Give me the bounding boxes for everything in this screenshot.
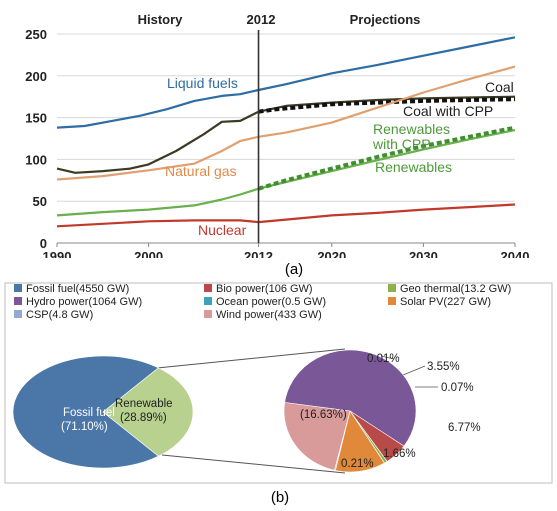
label-renewables-with-cpp-line1: Renewables	[373, 121, 450, 137]
legend-label: Hydro power(1064 GW)	[26, 296, 142, 308]
legend-label: Geo thermal(13.2 GW)	[400, 283, 511, 295]
legend-swatch	[204, 310, 212, 318]
series-renewables-with-cpp	[257, 125, 516, 191]
pie-legend: Fossil fuel(4550 GW) Bio power(106 GW) Geo…	[14, 283, 511, 321]
series-coal-with-cpp	[258, 97, 516, 114]
slice-label-ocean: 0.01%	[367, 353, 400, 365]
caption-b: (b)	[271, 489, 289, 506]
slice-label-fossil-fuel-pct: (71.10%)	[61, 421, 108, 433]
main-slice-fossil-fuel	[12, 355, 159, 469]
connector-top	[156, 348, 346, 369]
legend-swatch	[14, 297, 22, 305]
x-tick-labels: 1990 2000 2012 2020 2030 2040	[43, 249, 530, 258]
slice-label-csp: 0.07%	[441, 382, 474, 394]
renewable-pie	[283, 349, 417, 473]
legend-swatch	[204, 284, 212, 292]
history-label: History	[138, 12, 184, 27]
leader-ocean	[380, 355, 395, 360]
legend-swatch	[204, 297, 212, 305]
x-tick-label: 2000	[134, 249, 163, 258]
slice-label-renewable-pct: (28.89%)	[120, 412, 167, 424]
label-natural-gas: Natural gas	[165, 163, 237, 179]
slice-label-fossil-fuel-name: Fossil fuel	[63, 407, 115, 419]
series-nuclear	[56, 203, 516, 228]
slice-label-geo: 0.21%	[341, 458, 374, 470]
main-slice-renewable	[102, 367, 194, 457]
caption-a-row: (a)	[285, 261, 303, 278]
connector-bottom	[161, 454, 346, 474]
main-pie	[12, 355, 194, 469]
slice-label-renewable-name: Renewable	[115, 398, 173, 410]
renewable-slice-hydro-power	[284, 349, 417, 447]
y-tick-labels: 0 50 100 150 200 250	[25, 27, 47, 251]
caption-a-text: (a)	[285, 261, 303, 278]
label-nuclear: Nuclear	[198, 222, 247, 238]
slice-label-solar: 3.55%	[427, 361, 460, 373]
leader-solar	[402, 365, 426, 376]
y-tick-label: 250	[25, 27, 47, 42]
y-tick-label: 0	[40, 236, 47, 251]
legend-label: CSP(4.8 GW)	[26, 309, 93, 321]
x-tick-label: 1990	[43, 249, 72, 258]
y-tick-label: 150	[25, 111, 47, 126]
label-liquid-fuels: Liquid fuels	[167, 75, 238, 91]
label-coal: Coal	[485, 79, 514, 95]
label-renewables-with-cpp-line2: with CPP	[372, 136, 431, 152]
legend-label: Ocean power(0.5 GW)	[216, 296, 326, 308]
x-tick-label: 2040	[501, 249, 530, 258]
legend-swatch	[388, 284, 396, 292]
slice-label-wind: 6.77%	[448, 422, 481, 434]
legend-swatch	[14, 284, 22, 292]
projections-label: Projections	[350, 12, 421, 27]
y-tick-label: 50	[33, 194, 47, 209]
y-tick-label: 200	[25, 69, 47, 84]
divider-year-label: 2012	[247, 12, 276, 27]
x-tick-label: 2030	[409, 249, 438, 258]
label-coal-with-cpp: Coal with CPP	[403, 103, 493, 119]
x-tick-label: 2012	[244, 249, 273, 258]
legend-label: Solar PV(227 GW)	[400, 296, 491, 308]
series-liquid-fuels	[56, 36, 516, 129]
pie-chart-panel: Fossil fuel(4550 GW) Bio power(106 GW) Geo…	[4, 282, 553, 506]
line-chart: 0 50 100 150 200 250 1990 2000 2012 2020 2030 2040…	[25, 12, 530, 258]
legend-swatch	[14, 310, 22, 318]
legend-label: Fossil fuel(4550 GW)	[26, 283, 129, 295]
legend-swatch	[388, 297, 396, 305]
renewable-slice-wind-power	[283, 402, 351, 471]
legend-label: Wind power(433 GW)	[216, 309, 322, 321]
y-tick-label: 100	[25, 152, 47, 167]
slice-label-bio: 1.66%	[383, 448, 416, 460]
x-tick-label: 2020	[317, 249, 346, 258]
label-renewables: Renewables	[375, 159, 452, 175]
slice-label-hydro: (16.63%)	[300, 409, 347, 421]
legend-label: Bio power(106 GW)	[216, 283, 313, 295]
